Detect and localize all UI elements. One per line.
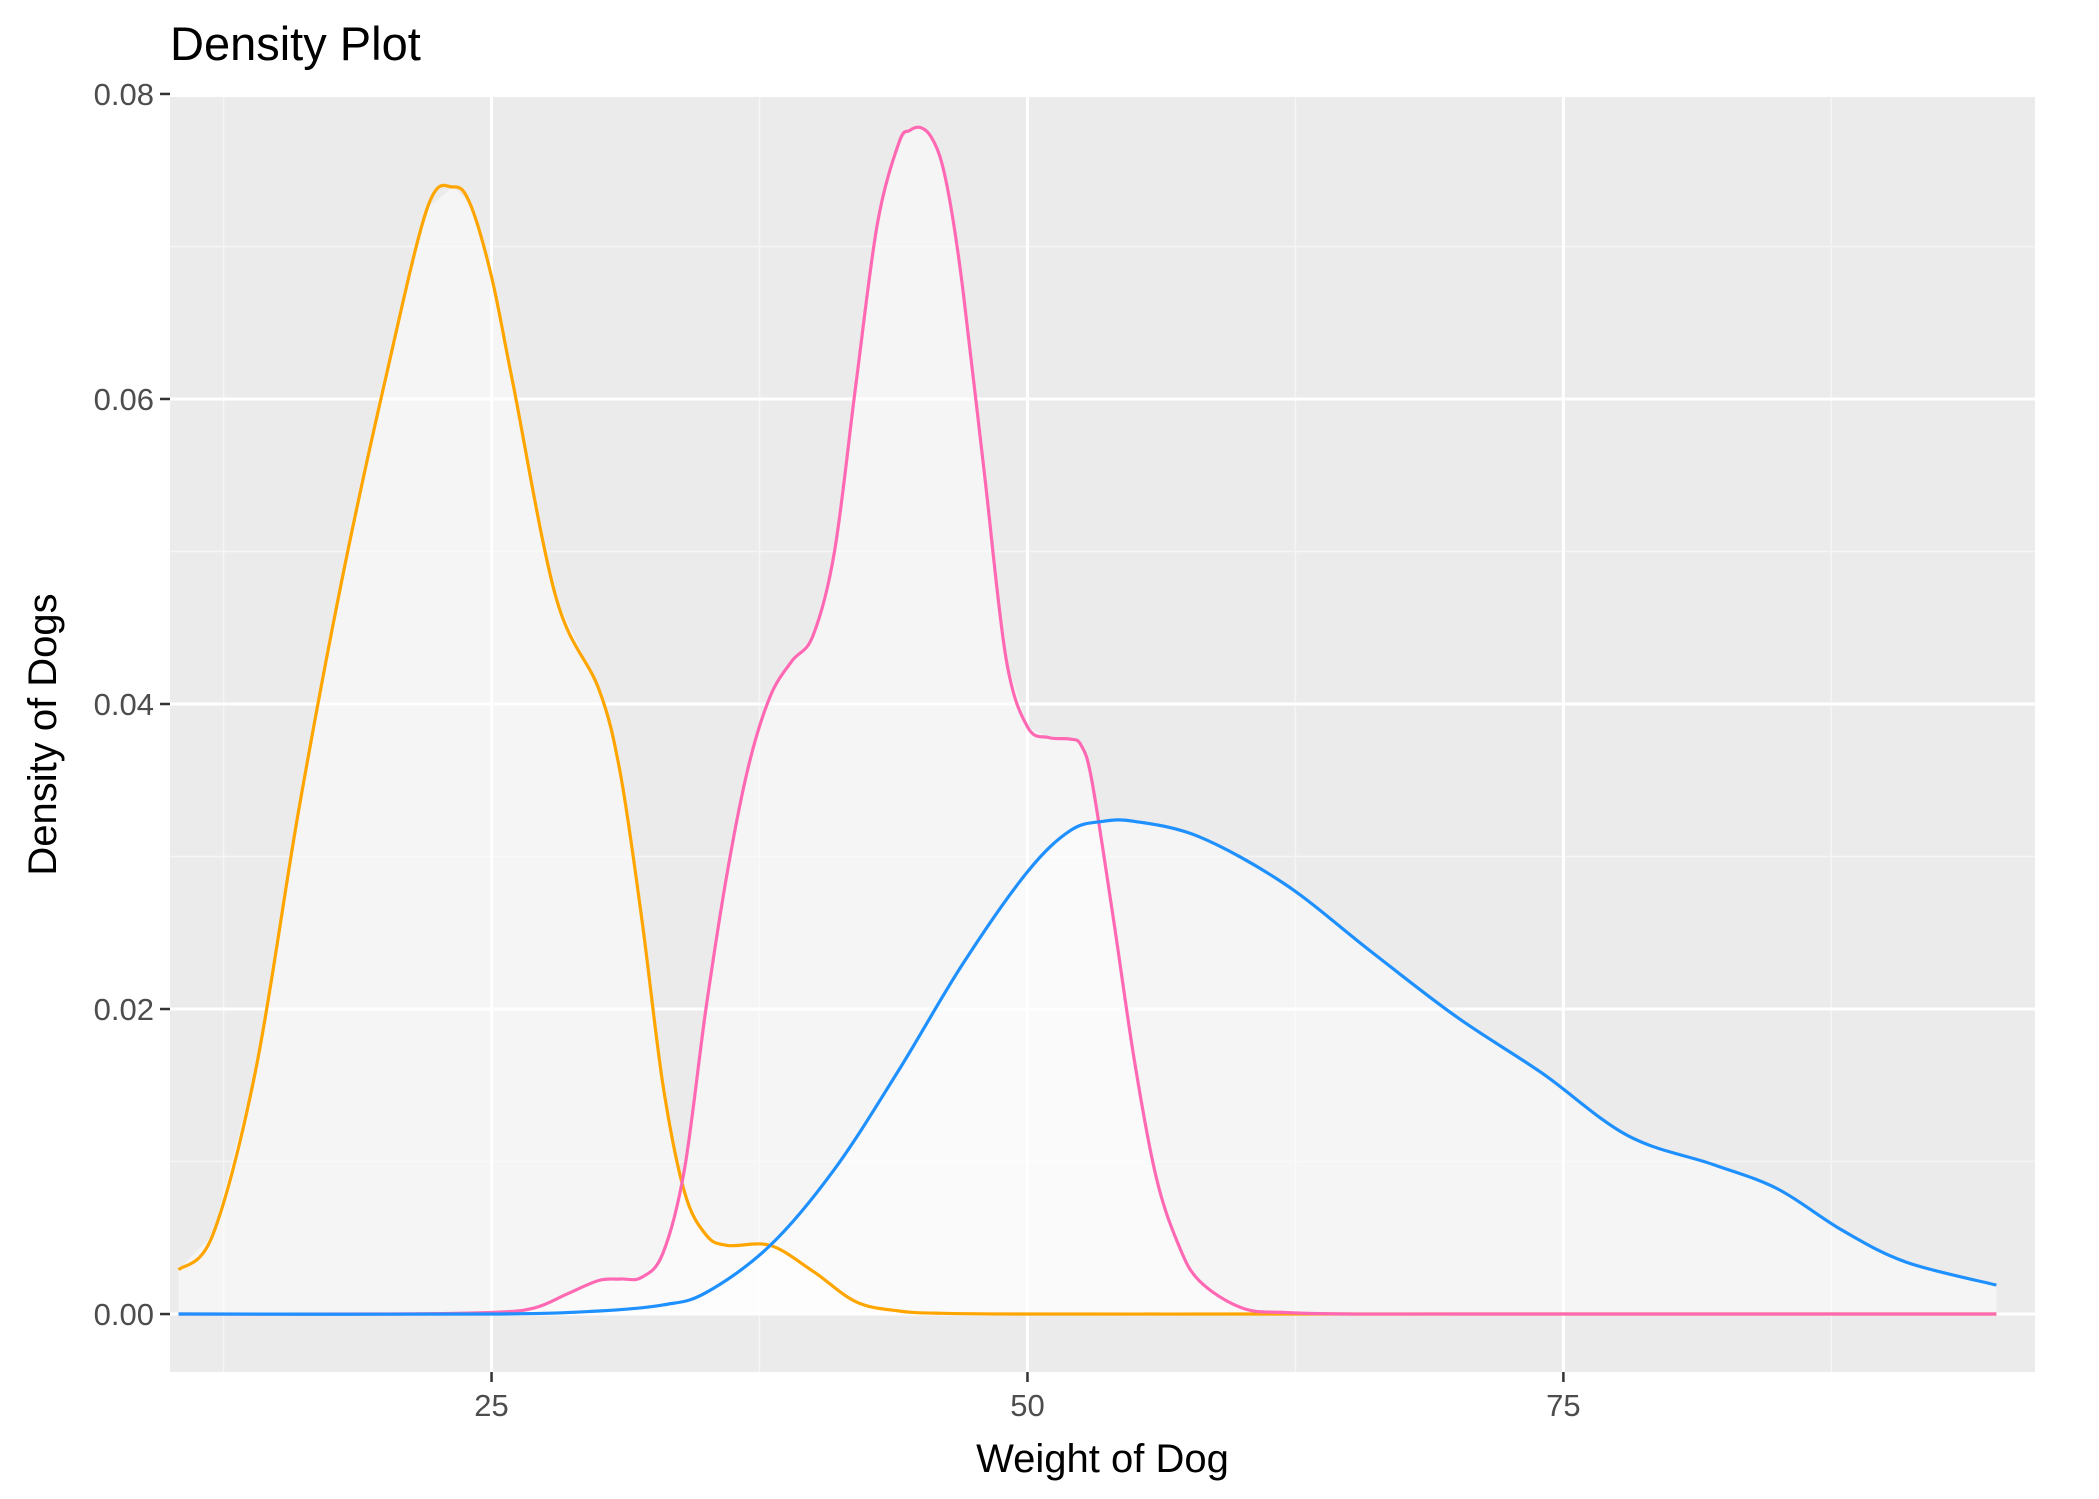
density-fill-3 bbox=[178, 821, 1997, 1314]
x-tick-label: 75 bbox=[1546, 1388, 1580, 1423]
density-line-1 bbox=[177, 183, 1997, 1316]
x-tick-label: 50 bbox=[1010, 1388, 1044, 1423]
y-tick-label: 0.00 bbox=[94, 1297, 154, 1332]
y-tick-label: 0.04 bbox=[94, 687, 154, 722]
y-axis: 0.00 0.02 0.04 0.06 0.08 bbox=[94, 77, 170, 1332]
density-lines bbox=[177, 125, 1997, 1316]
density-line-3 bbox=[178, 818, 1997, 1316]
density-fills bbox=[178, 127, 1997, 1314]
density-fill-1 bbox=[178, 187, 1997, 1314]
chart-title: Density Plot bbox=[170, 17, 421, 70]
x-axis: 25 50 75 bbox=[474, 1372, 1581, 1423]
y-tick-label: 0.02 bbox=[94, 992, 154, 1027]
y-tick-label: 0.06 bbox=[94, 382, 154, 417]
x-tick-label: 25 bbox=[474, 1388, 508, 1423]
y-tick-label: 0.08 bbox=[94, 77, 154, 112]
x-axis-title: Weight of Dog bbox=[976, 1437, 1229, 1481]
y-axis-title: Density of Dogs bbox=[21, 593, 65, 875]
density-line-2 bbox=[178, 125, 1997, 1316]
